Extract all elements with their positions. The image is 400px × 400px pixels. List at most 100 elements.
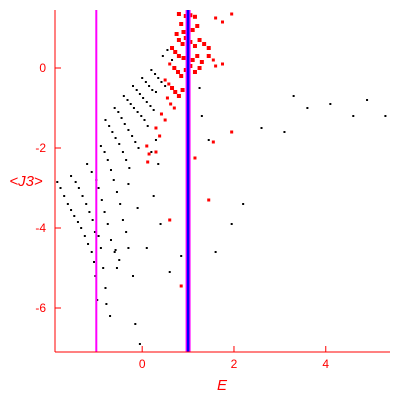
data-point bbox=[154, 139, 157, 141]
data-point bbox=[138, 343, 141, 345]
x-tick-label: 4 bbox=[322, 357, 329, 371]
data-point bbox=[152, 109, 155, 111]
data-point bbox=[112, 179, 115, 181]
highlight-point bbox=[206, 54, 211, 58]
data-point bbox=[56, 181, 59, 183]
data-point bbox=[127, 129, 130, 131]
data-point bbox=[180, 255, 183, 257]
data-point bbox=[200, 115, 203, 117]
highlight-point bbox=[199, 60, 204, 64]
data-point bbox=[141, 77, 144, 79]
data-point bbox=[151, 89, 154, 91]
data-point bbox=[125, 231, 128, 233]
data-point bbox=[166, 49, 169, 51]
highlight-point bbox=[176, 94, 181, 98]
data-point bbox=[63, 195, 66, 197]
highlight-point bbox=[192, 70, 197, 74]
y-tick-label: -6 bbox=[35, 301, 46, 315]
data-point bbox=[306, 107, 309, 109]
highlight-point bbox=[214, 64, 218, 68]
data-point bbox=[70, 175, 73, 177]
data-point bbox=[127, 183, 130, 185]
data-point bbox=[105, 303, 108, 305]
highlight-point bbox=[173, 50, 178, 54]
data-point bbox=[70, 209, 73, 211]
highlight-point bbox=[154, 126, 158, 130]
data-point bbox=[161, 55, 164, 57]
data-point bbox=[329, 103, 332, 105]
data-point bbox=[81, 195, 84, 197]
data-point bbox=[168, 271, 171, 273]
y-axis-label: <J3> bbox=[9, 173, 43, 190]
data-point bbox=[148, 85, 151, 87]
data-point bbox=[93, 231, 96, 233]
data-point bbox=[292, 95, 295, 97]
data-point bbox=[131, 135, 134, 137]
y-tick-label: -4 bbox=[35, 221, 46, 235]
data-point bbox=[136, 111, 139, 113]
data-point bbox=[132, 275, 135, 277]
highlight-point bbox=[230, 130, 234, 134]
background-points bbox=[56, 49, 387, 345]
data-point bbox=[115, 191, 118, 193]
data-point bbox=[140, 115, 143, 117]
data-point bbox=[123, 123, 126, 125]
data-point bbox=[104, 119, 107, 121]
highlight-point bbox=[168, 218, 172, 222]
highlight-point bbox=[154, 150, 158, 154]
data-point bbox=[114, 249, 117, 251]
data-point bbox=[97, 235, 100, 237]
data-point bbox=[134, 323, 137, 325]
highlight-point bbox=[176, 12, 181, 16]
data-point bbox=[128, 167, 131, 169]
data-point bbox=[106, 223, 109, 225]
data-point bbox=[160, 81, 163, 83]
data-point bbox=[157, 163, 160, 165]
highlight-point bbox=[170, 46, 175, 50]
data-point bbox=[104, 287, 107, 289]
data-point bbox=[91, 219, 94, 221]
data-point bbox=[118, 143, 121, 145]
data-point bbox=[102, 267, 105, 269]
data-point bbox=[384, 115, 387, 117]
vertical-lines bbox=[95, 10, 191, 352]
data-point bbox=[136, 207, 139, 209]
data-point bbox=[109, 315, 112, 317]
data-point bbox=[113, 107, 116, 109]
highlight-point bbox=[214, 16, 218, 20]
data-point bbox=[137, 147, 140, 149]
data-point bbox=[154, 73, 157, 75]
data-point bbox=[76, 221, 79, 223]
highlight-point bbox=[206, 46, 211, 50]
highlight-point bbox=[195, 24, 200, 28]
highlight-point bbox=[197, 66, 202, 70]
data-point bbox=[114, 137, 117, 139]
highlight-point bbox=[192, 14, 197, 19]
highlight-point bbox=[207, 198, 211, 202]
data-point bbox=[135, 89, 138, 91]
highlight-point bbox=[221, 20, 224, 24]
highlight-point bbox=[190, 58, 195, 62]
highlight-point bbox=[221, 62, 224, 66]
highlight-point bbox=[193, 156, 197, 160]
data-point bbox=[145, 247, 148, 249]
highlight-point bbox=[180, 88, 185, 92]
data-point bbox=[118, 259, 121, 261]
tick-labels: 0 2 4 0 -2 -4 -6 bbox=[35, 61, 329, 371]
data-point bbox=[283, 131, 286, 133]
highlight-point bbox=[175, 70, 180, 74]
data-point bbox=[90, 171, 93, 173]
data-point bbox=[109, 239, 112, 241]
x-axis-label: E bbox=[217, 377, 228, 394]
data-point bbox=[121, 219, 124, 221]
data-point bbox=[59, 187, 62, 189]
highlight-point bbox=[168, 62, 172, 66]
highlight-point bbox=[192, 44, 197, 48]
data-point bbox=[77, 187, 80, 189]
highlight-point bbox=[172, 66, 177, 70]
data-point bbox=[129, 103, 132, 105]
data-point bbox=[214, 251, 217, 253]
highlight-point bbox=[163, 118, 167, 122]
data-point bbox=[132, 85, 135, 87]
